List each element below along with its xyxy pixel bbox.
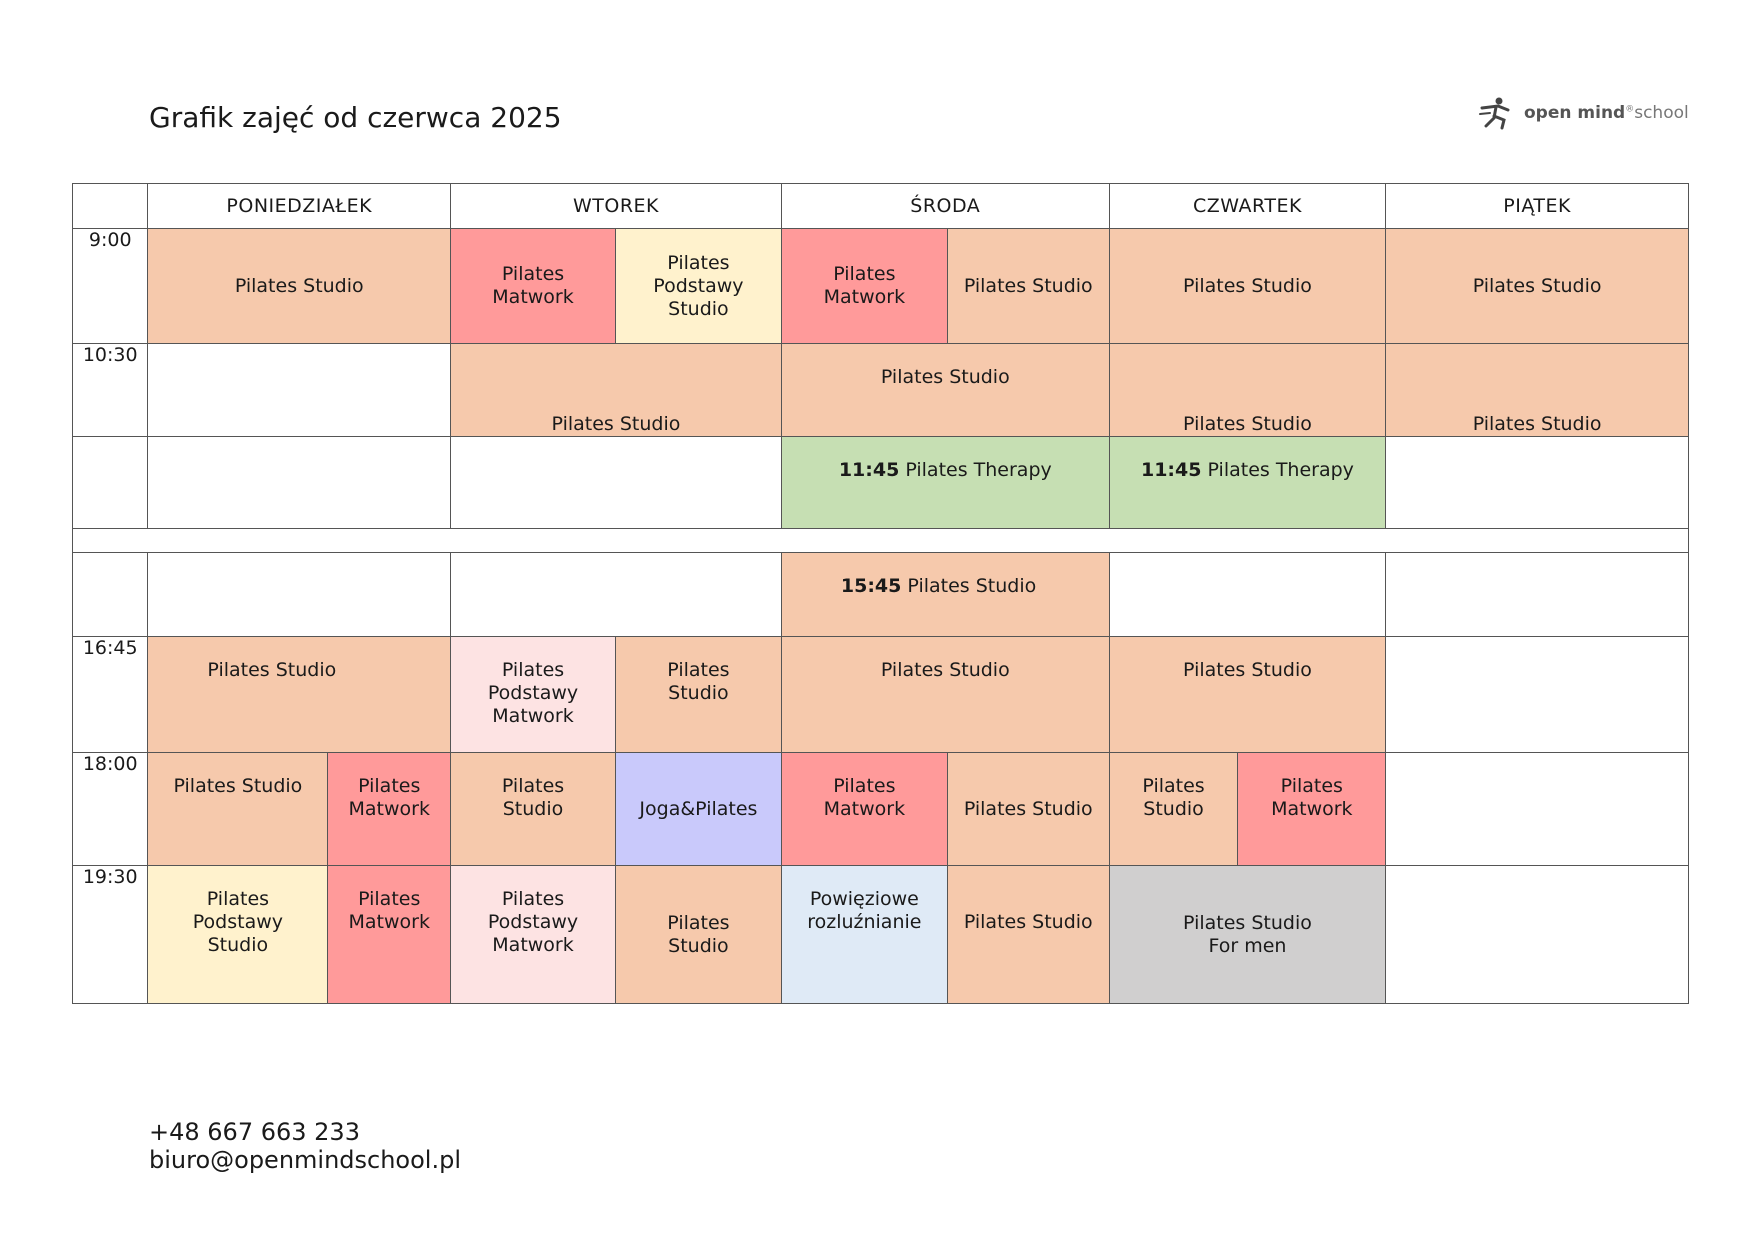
class-cell: Pilates Podstawy Matwork [450, 636, 616, 753]
empty-cell [450, 436, 782, 529]
schedule-row-1930: 19:30 Pilates Podstawy Studio Pilates Ma… [71, 865, 1689, 1004]
class-time: 11:45 [1140, 459, 1202, 481]
brand-logo: open mind®school [1478, 96, 1689, 130]
time-label: 9:00 [71, 228, 149, 344]
empty-cell [450, 552, 782, 637]
class-cell: Pilates Studio [147, 752, 329, 866]
class-cell: Pilates Podstawy Studio [614, 228, 782, 344]
class-name: Pilates Therapy [899, 459, 1052, 481]
day-header-friday: PIĄTEK [1385, 183, 1689, 229]
class-cell: Pilates Studio [450, 752, 616, 866]
phone-number: +48 667 663 233 [149, 1118, 360, 1146]
class-cell: Pilates Matwork [780, 228, 948, 344]
day-header-wednesday: ŚRODA [780, 183, 1110, 229]
class-cell: Pilates Studio For men [1108, 865, 1387, 1004]
day-header-thursday: CZWARTEK [1108, 183, 1387, 229]
class-name: Pilates Therapy [1201, 459, 1354, 481]
logo-name: open mind [1524, 103, 1626, 123]
class-name: Pilates Studio [901, 575, 1037, 597]
class-cell: Pilates Podstawy Matwork [450, 865, 616, 1004]
logo-mark: ® [1625, 104, 1635, 115]
logo-suffix: school [1634, 103, 1689, 123]
schedule-row-1030: 10:30 Pilates Studio Pilates Studio Pila… [71, 343, 1689, 437]
empty-cell [147, 343, 452, 437]
class-cell: Pilates Studio [1385, 343, 1689, 437]
class-cell: Pilates Podstawy Studio [147, 865, 329, 1004]
schedule-row-1145: 11:45 Pilates Therapy 11:45 Pilates Ther… [71, 436, 1689, 529]
class-cell: Pilates Studio [147, 636, 452, 753]
time-label: 19:30 [71, 865, 149, 1004]
empty-cell [147, 436, 452, 529]
schedule-row-1545: 15:45 Pilates Studio [71, 552, 1689, 637]
class-cell: Pilates Studio [1385, 228, 1689, 344]
class-cell: Pilates Studio [1108, 636, 1387, 753]
class-cell: 11:45 Pilates Therapy [1108, 436, 1387, 529]
class-cell: Pilates Studio [614, 636, 782, 753]
time-label-empty [71, 436, 149, 529]
break-cell [72, 528, 1689, 553]
schedule-row-1800: 18:00 Pilates Studio Pilates Matwork Pil… [71, 752, 1689, 866]
class-cell: 15:45 Pilates Studio [780, 552, 1110, 637]
class-cell: Pilates Studio [1108, 752, 1239, 866]
runner-logo-icon [1479, 97, 1510, 130]
day-header-monday: PONIEDZIAŁEK [147, 183, 452, 229]
email-address: biuro@openmindschool.pl [149, 1146, 461, 1174]
empty-cell [1385, 552, 1689, 637]
class-cell: Pilates Matwork [450, 228, 616, 344]
break-row [72, 528, 1689, 553]
class-cell: Joga&Pilates [614, 752, 782, 866]
class-cell: Pilates Studio [1108, 343, 1387, 437]
class-cell: Pilates Studio [780, 343, 1110, 437]
class-cell: Pilates Studio [614, 865, 782, 1004]
class-cell: Pilates Studio [450, 343, 782, 437]
time-label: 10:30 [71, 343, 149, 437]
class-time: 11:45 [838, 459, 900, 481]
time-label-empty [71, 552, 149, 637]
class-cell: Pilates Studio [946, 752, 1110, 866]
class-cell: Pilates Studio [946, 228, 1110, 344]
class-cell: Pilates Studio [780, 636, 1110, 753]
empty-cell [1385, 436, 1689, 529]
class-cell: 11:45 Pilates Therapy [780, 436, 1110, 529]
empty-cell [147, 552, 452, 637]
class-cell: Powięziowe rozluźnianie [780, 865, 948, 1004]
contact-info: +48 667 663 233 biuro@openmindschool.pl [149, 1118, 461, 1174]
empty-cell [1385, 636, 1689, 753]
empty-cell [1385, 752, 1689, 866]
empty-cell [1385, 865, 1689, 1004]
day-header-tuesday: WTOREK [450, 183, 782, 229]
class-cell: Pilates Studio [147, 228, 452, 344]
class-time: 15:45 [840, 575, 902, 597]
class-cell: Pilates Matwork [1237, 752, 1387, 866]
time-label: 18:00 [71, 752, 149, 866]
class-cell: Pilates Studio [1108, 228, 1387, 344]
schedule-table: PONIEDZIAŁEK WTOREK ŚRODA CZWARTEK PIĄTE… [71, 183, 1689, 1004]
schedule-row-900: 9:00 Pilates Studio Pilates Matwork Pila… [71, 228, 1689, 344]
page-title: Grafik zajęć od czerwca 2025 [149, 101, 562, 134]
schedule-row-1645: 16:45 Pilates Studio Pilates Podstawy Ma… [71, 636, 1689, 753]
class-cell: Pilates Studio [946, 865, 1110, 1004]
empty-cell [1108, 552, 1387, 637]
class-cell: Pilates Matwork [327, 865, 452, 1004]
header-row: PONIEDZIAŁEK WTOREK ŚRODA CZWARTEK PIĄTE… [71, 183, 1689, 229]
time-label: 16:45 [71, 636, 149, 753]
class-cell: Pilates Matwork [780, 752, 948, 866]
class-cell: Pilates Matwork [327, 752, 452, 866]
corner-cell [71, 183, 149, 229]
